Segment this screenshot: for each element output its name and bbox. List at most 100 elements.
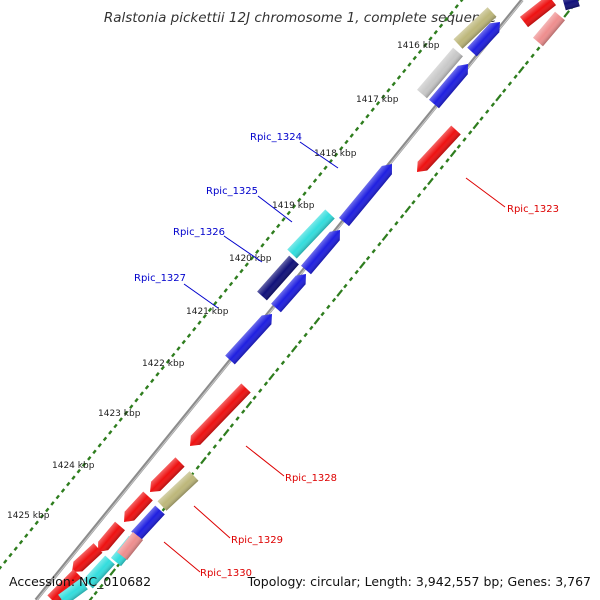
gene-block (190, 383, 251, 446)
outer-tick (97, 443, 102, 448)
outer-tick (223, 288, 228, 293)
outer-tick (354, 126, 360, 132)
outer-tick (234, 275, 239, 280)
outer-tick (381, 94, 386, 100)
inner-tick (524, 60, 530, 66)
inner-tick (359, 261, 366, 269)
outer-tick (365, 113, 370, 119)
outer-tick (444, 17, 449, 22)
kbp-label: 1422 kbp (142, 359, 185, 369)
outer-tick (186, 333, 192, 338)
outer-tick (297, 197, 302, 203)
inner-tick (517, 65, 525, 74)
inner-tick (472, 121, 480, 130)
inner-tick (433, 172, 439, 177)
inner-tick (252, 395, 257, 400)
inner-tick (563, 10, 570, 18)
inner-tick (336, 289, 344, 297)
inner-tick (222, 428, 230, 437)
outer-tick (24, 533, 29, 539)
outer-tick (375, 100, 381, 106)
outer-tick (349, 133, 354, 138)
inner-tick (394, 220, 399, 226)
outer-tick (3, 559, 8, 564)
kbp-label: 1418 kbp (314, 149, 357, 159)
inner-tick (297, 339, 303, 345)
inner-tick (490, 102, 496, 107)
inner-tick (309, 325, 314, 331)
outer-tick (76, 468, 81, 474)
inner-tick (507, 81, 513, 87)
outer-tick (207, 307, 213, 313)
outer-tick (412, 55, 417, 61)
gene-block (417, 125, 461, 172)
inner-tick (348, 276, 354, 282)
gene-block (83, 555, 115, 589)
outer-tick (108, 430, 113, 435)
inner-tick (449, 149, 457, 158)
inner-tick (462, 137, 467, 142)
outer-tick (8, 552, 13, 558)
inner-tick (485, 109, 490, 114)
inner-tick (422, 186, 427, 191)
inner-tick (331, 297, 337, 303)
outer-tick (255, 249, 260, 255)
outer-tick (29, 526, 34, 532)
leader-line (257, 195, 293, 223)
inner-tick (275, 367, 280, 373)
outer-tick (318, 171, 323, 177)
inner-tick (235, 416, 240, 421)
inner-tick (502, 88, 507, 94)
inner-tick (99, 583, 104, 589)
gene-block (429, 64, 468, 109)
inner-tick (479, 116, 484, 121)
inner-tick (290, 345, 298, 353)
outer-tick (197, 320, 202, 326)
outer-tick (171, 352, 176, 358)
inner-tick (286, 353, 291, 359)
inner-tick (320, 311, 325, 317)
inner-tick (88, 596, 94, 600)
inner-tick (200, 456, 207, 465)
gene-block (116, 531, 144, 561)
gene-block (417, 47, 463, 99)
outer-tick (407, 62, 412, 67)
kbp-label: 1425 kbp (7, 511, 50, 521)
outer-tick (144, 384, 150, 390)
inner-tick (495, 93, 502, 102)
inner-tick (268, 372, 275, 381)
inner-tick (218, 437, 223, 442)
outer-tick (339, 146, 344, 151)
gene-label: Rpic_1329 (231, 535, 283, 546)
outer-tick (50, 501, 55, 506)
outer-tick (270, 230, 276, 235)
outer-tick-ring (0, 0, 464, 570)
kbp-label: 1416 kbp (397, 41, 440, 51)
gene-block (287, 209, 335, 259)
outer-tick (333, 152, 339, 158)
gene-block (58, 578, 88, 600)
outer-tick (66, 481, 71, 487)
outer-tick (344, 139, 349, 145)
outer-tick (123, 410, 129, 416)
outer-tick (102, 436, 108, 442)
gene-block (72, 543, 103, 572)
outer-tick (150, 378, 155, 384)
inner-tick (195, 465, 200, 470)
outer-tick (192, 326, 197, 332)
inner-tick (536, 46, 541, 52)
outer-tick (113, 423, 118, 429)
outer-tick (139, 391, 144, 397)
leader-line (193, 505, 231, 539)
kbp-label: 1421 kbp (186, 307, 229, 317)
leader-line (245, 445, 285, 477)
outer-tick (312, 178, 318, 184)
outer-tick (71, 475, 76, 480)
leader-line (465, 177, 506, 208)
gene-block (150, 457, 185, 492)
gene-block (257, 255, 299, 301)
outer-tick (260, 242, 265, 248)
inner-tick (313, 317, 321, 325)
inner-tick (245, 400, 253, 409)
inner-tick (206, 451, 212, 456)
